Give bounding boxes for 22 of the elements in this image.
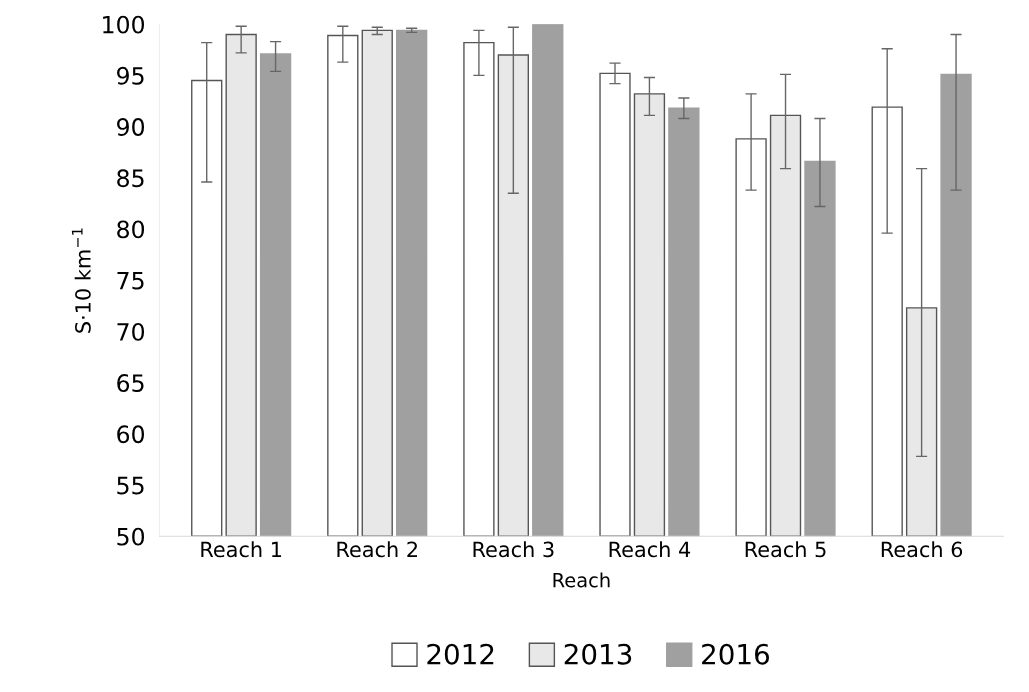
x-tick-label: Reach 5 [745, 541, 826, 558]
y-tick-label: 100 [103, 15, 145, 34]
y-tick-label: 75 [117, 272, 144, 290]
y-tick-label: 60 [117, 425, 145, 444]
y-tick-label: 70 [117, 322, 145, 341]
x-tick-label: Reach 6 [881, 541, 963, 558]
x-tick-label: Reach 3 [473, 541, 554, 558]
x-tick-label: Reach 1 [201, 541, 282, 558]
y-tick-label: 65 [117, 374, 144, 392]
y-tick-label: 95 [117, 66, 144, 85]
y-tick-label: 85 [117, 169, 144, 188]
legend-label: 2016 [702, 643, 770, 665]
legend-label: 2012 [427, 643, 494, 665]
y-tick-label: 90 [117, 118, 145, 136]
legend-label: 2013 [564, 643, 632, 665]
x-axis-title: Reach [553, 572, 610, 588]
y-tick-label: 50 [117, 527, 145, 546]
y-tick-label: 55 [117, 476, 144, 495]
x-tick-label: Reach 4 [609, 541, 691, 558]
x-tick-label: Reach 2 [337, 541, 417, 558]
y-tick-label: 80 [117, 220, 145, 239]
y-axis-title: S·10 km$^{−1}$ [71, 228, 91, 333]
